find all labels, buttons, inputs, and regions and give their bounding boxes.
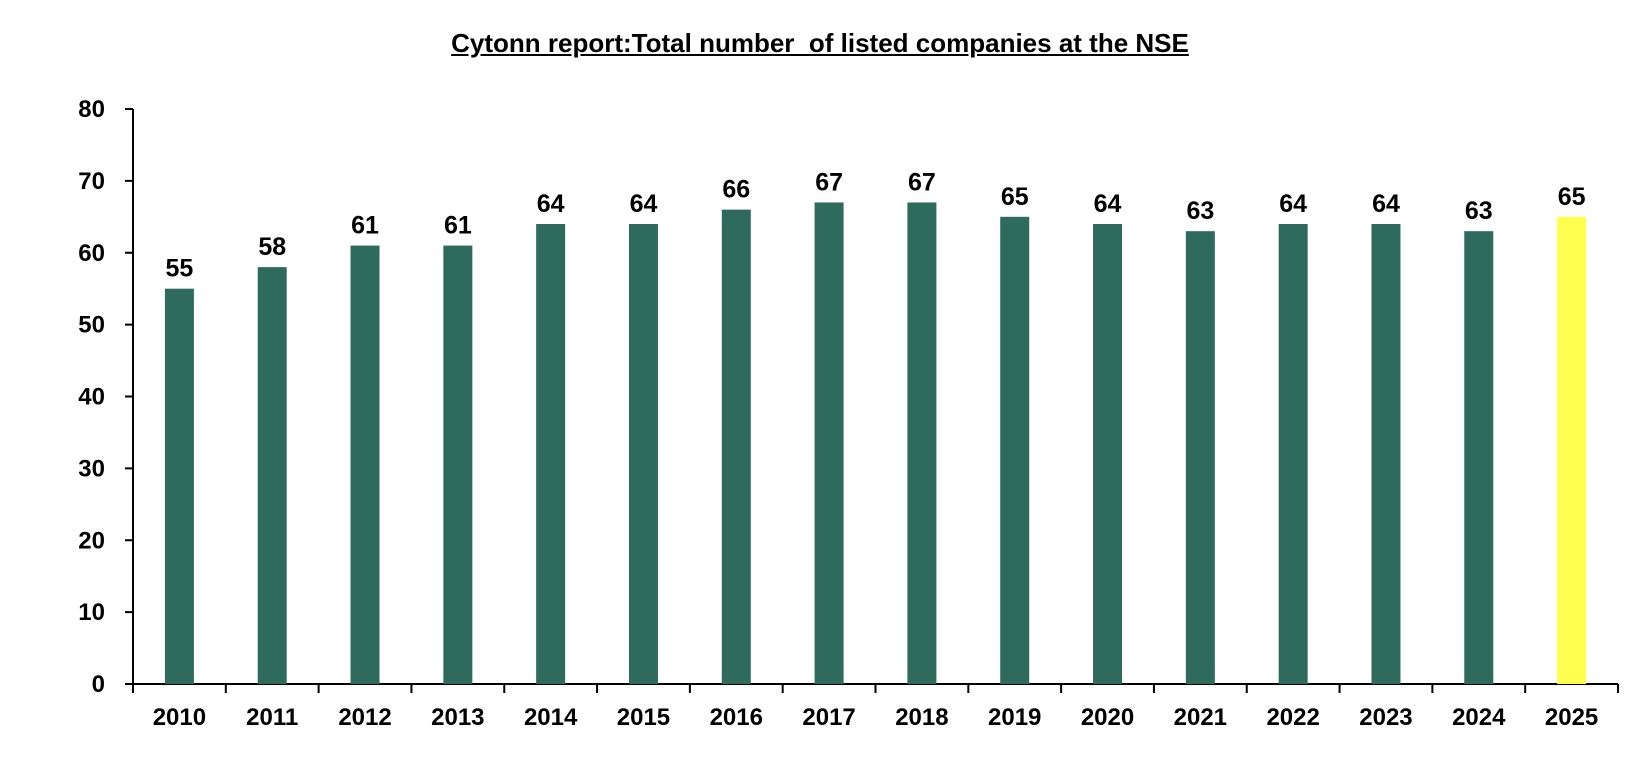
x-category-label-2019: 2019 <box>988 704 1041 731</box>
x-category-label-2018: 2018 <box>895 704 948 731</box>
x-category-label-2010: 2010 <box>153 704 206 731</box>
x-category-label-2013: 2013 <box>431 704 484 731</box>
y-tick-label: 40 <box>78 384 105 411</box>
data-label-2018: 67 <box>908 168 936 196</box>
data-label-2015: 64 <box>630 190 658 218</box>
y-tick-label: 30 <box>78 455 105 482</box>
data-label-2013: 61 <box>444 212 472 240</box>
bar-2010 <box>164 288 194 684</box>
data-label-2012: 61 <box>351 212 379 240</box>
data-label-2020: 64 <box>1094 190 1122 218</box>
bar-2018 <box>907 202 937 684</box>
y-tick-label: 50 <box>78 312 105 339</box>
bar-2020 <box>1093 224 1123 684</box>
y-tick-label: 0 <box>92 671 105 698</box>
bar-2011 <box>257 267 287 684</box>
data-label-2021: 63 <box>1186 197 1214 225</box>
bar-2014 <box>536 224 566 684</box>
bar-2017 <box>814 202 844 684</box>
bar-2021 <box>1185 231 1215 684</box>
x-category-label-2022: 2022 <box>1266 704 1319 731</box>
x-category-label-2016: 2016 <box>710 704 763 731</box>
x-category-label-2023: 2023 <box>1359 704 1412 731</box>
bar-2016 <box>721 209 751 684</box>
chart-title: Cytonn report:Total number of listed com… <box>451 28 1189 58</box>
bar-2015 <box>628 224 658 684</box>
data-label-2011: 58 <box>258 233 286 261</box>
data-label-2017: 67 <box>815 168 843 196</box>
bar-2013 <box>443 245 473 684</box>
y-tick-label: 70 <box>78 168 105 195</box>
x-category-label-2015: 2015 <box>617 704 670 731</box>
x-category-label-2012: 2012 <box>338 704 391 731</box>
x-category-label-2011: 2011 <box>246 704 298 731</box>
y-tick-label: 20 <box>78 527 105 554</box>
data-label-2025: 65 <box>1558 183 1586 211</box>
x-category-label-2017: 2017 <box>802 704 855 731</box>
data-label-2016: 66 <box>722 176 750 204</box>
data-label-2019: 65 <box>1001 183 1029 211</box>
y-tick-label: 80 <box>78 96 105 123</box>
bar-2019 <box>1000 216 1030 684</box>
x-category-label-2024: 2024 <box>1452 704 1506 731</box>
bar-2025 <box>1557 216 1587 684</box>
y-tick-label: 60 <box>78 240 105 267</box>
data-label-2010: 55 <box>166 255 194 283</box>
x-category-label-2020: 2020 <box>1081 704 1134 731</box>
x-category-label-2025: 2025 <box>1545 704 1598 731</box>
bar-2022 <box>1278 224 1308 684</box>
data-label-2024: 63 <box>1465 197 1493 225</box>
y-tick-label: 10 <box>78 599 105 626</box>
bar-2012 <box>350 245 380 684</box>
bar-2024 <box>1464 231 1494 684</box>
x-category-label-2014: 2014 <box>524 704 578 731</box>
data-label-2022: 64 <box>1279 190 1307 218</box>
x-category-label-2021: 2021 <box>1174 704 1227 731</box>
bar-2023 <box>1371 224 1401 684</box>
data-label-2014: 64 <box>537 190 565 218</box>
data-label-2023: 64 <box>1372 190 1400 218</box>
